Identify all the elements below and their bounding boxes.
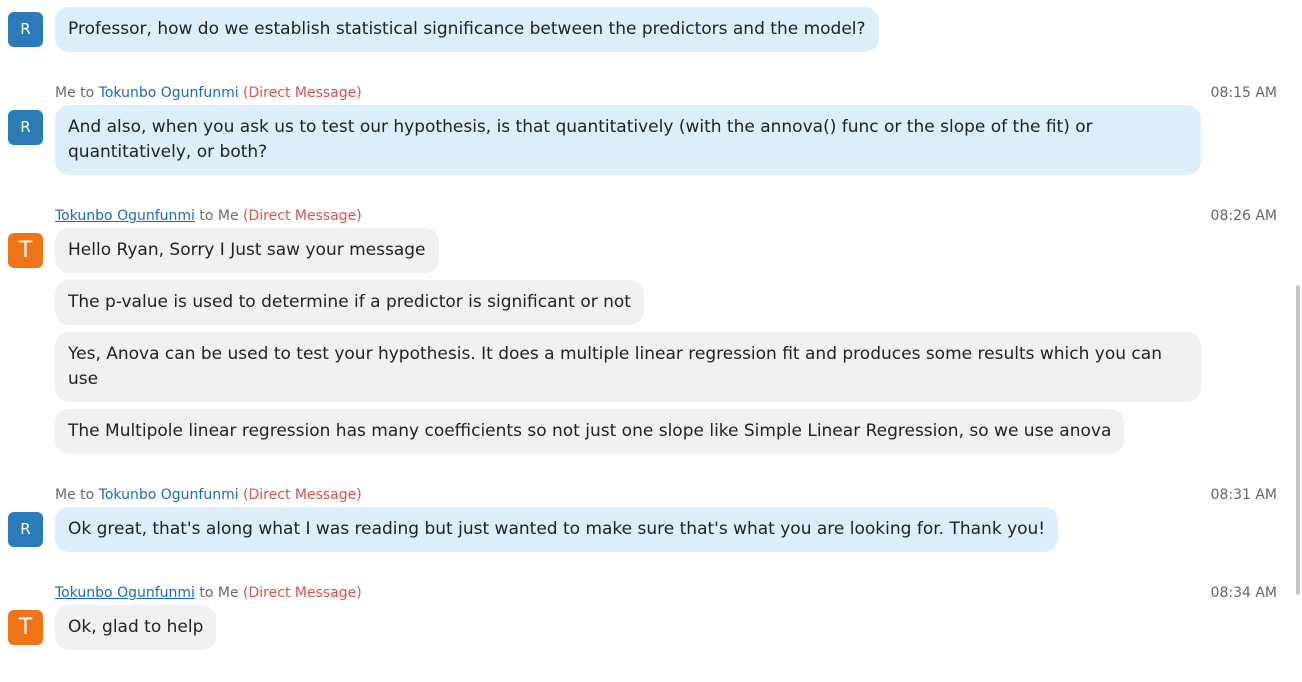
message-bubble: And also, when you ask us to test our hy… <box>55 105 1201 175</box>
tag: (Direct Message) <box>243 487 362 503</box>
sender[interactable]: Tokunbo Ogunfunmi <box>55 208 195 224</box>
bubble-row: The p-value is used to determine if a pr… <box>0 280 1290 332</box>
bubble-row: Yes, Anova can be used to test your hypo… <box>0 332 1290 409</box>
avatar: R <box>8 110 43 145</box>
message-header: Me to Tokunbo Ogunfunmi (Direct Message)… <box>55 84 1290 102</box>
recipient: Me <box>217 585 239 601</box>
message-bubble: Professor, how do we establish statistic… <box>55 7 879 52</box>
recipient[interactable]: Tokunbo Ogunfunmi <box>98 487 239 503</box>
tag: (Direct Message) <box>243 208 362 224</box>
avatar: T <box>8 610 43 645</box>
tag: (Direct Message) <box>243 85 362 101</box>
sender: Me <box>55 85 76 101</box>
connector: to <box>80 487 95 503</box>
connector: to <box>199 585 214 601</box>
connector: to <box>199 208 214 224</box>
bubble-row: Professor, how do we establish statistic… <box>0 7 1290 59</box>
page: R Professor, how do we establish statisti… <box>8 7 1300 650</box>
message-group: Me to Tokunbo Ogunfunmi (Direct Message)… <box>0 486 1290 559</box>
connector: to <box>80 85 95 101</box>
sender: Me <box>55 487 76 503</box>
message-header: Tokunbo Ogunfunmi to Me (Direct Message)… <box>55 207 1290 225</box>
message-header: Me to Tokunbo Ogunfunmi (Direct Message)… <box>55 486 1290 504</box>
message-header: Tokunbo Ogunfunmi to Me (Direct Message)… <box>55 584 1290 602</box>
message-group: Tokunbo Ogunfunmi to Me (Direct Message)… <box>0 584 1290 657</box>
message-group: R Professor, how do we establish statisti… <box>0 7 1290 59</box>
recipient: Me <box>217 208 239 224</box>
chat-log: R Professor, how do we establish statisti… <box>0 7 1290 682</box>
timestamp: 08:26 AM <box>1210 208 1277 224</box>
bubble-row: Ok great, that's along what I was readin… <box>0 507 1290 559</box>
message-bubble: The p-value is used to determine if a pr… <box>55 280 644 325</box>
message-bubble: The Multipole linear regression has many… <box>55 409 1125 454</box>
message-bubble: Ok great, that's along what I was readin… <box>55 507 1059 552</box>
message-group: Tokunbo Ogunfunmi to Me (Direct Message)… <box>0 207 1290 461</box>
avatar: R <box>8 12 43 47</box>
bubble-row: Hello Ryan, Sorry I Just saw your messag… <box>0 228 1290 280</box>
avatar: T <box>8 233 43 268</box>
avatar: R <box>8 512 43 547</box>
bubble-row: Ok, glad to help <box>0 605 1290 657</box>
timestamp: 08:31 AM <box>1210 487 1277 503</box>
message-bubble: Hello Ryan, Sorry I Just saw your messag… <box>55 228 439 273</box>
scrollbar[interactable] <box>1296 285 1300 595</box>
bubble-row: And also, when you ask us to test our hy… <box>0 105 1290 182</box>
recipient[interactable]: Tokunbo Ogunfunmi <box>98 85 239 101</box>
bubble-row: The Multipole linear regression has many… <box>0 409 1290 461</box>
sender[interactable]: Tokunbo Ogunfunmi <box>55 585 195 601</box>
timestamp: 08:15 AM <box>1210 85 1277 101</box>
message-bubble: Ok, glad to help <box>55 605 217 650</box>
message-bubble: Yes, Anova can be used to test your hypo… <box>55 332 1201 402</box>
tag: (Direct Message) <box>243 585 362 601</box>
message-group: Me to Tokunbo Ogunfunmi (Direct Message)… <box>0 84 1290 182</box>
timestamp: 08:34 AM <box>1210 585 1277 601</box>
